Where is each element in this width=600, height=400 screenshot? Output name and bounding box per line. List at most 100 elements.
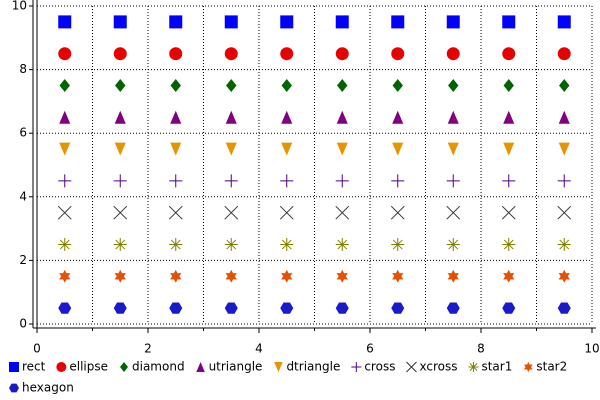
legend-item: dtriangle [274, 360, 340, 374]
marker [280, 47, 294, 61]
legend-item: ellipse [56, 360, 108, 374]
marker [335, 302, 349, 314]
legend-item: star1 [468, 360, 512, 374]
marker [336, 142, 348, 156]
marker [392, 269, 404, 283]
marker [336, 269, 348, 283]
legend-item: cross [351, 360, 395, 374]
marker [170, 142, 182, 156]
marker [391, 15, 405, 29]
marker [280, 238, 294, 251]
legend-marker [9, 362, 19, 372]
marker [558, 110, 570, 124]
marker [225, 110, 237, 124]
legend-label: star1 [481, 360, 512, 374]
legend-marker [351, 362, 362, 372]
marker [448, 79, 459, 92]
marker [58, 302, 72, 314]
marker [281, 269, 293, 283]
marker [447, 142, 459, 156]
marker [391, 238, 405, 251]
legend-item: utriangle [196, 360, 262, 374]
marker [169, 302, 183, 314]
marker [557, 205, 572, 220]
marker [224, 15, 238, 29]
y-tick-label: 2 [19, 253, 27, 267]
x-tick-label: 10 [584, 342, 599, 356]
marker [392, 142, 404, 156]
legend-item: xcross [406, 360, 457, 374]
marker [557, 174, 571, 188]
marker [170, 110, 182, 124]
x-tick-label: 8 [477, 342, 485, 356]
marker [446, 238, 460, 251]
marker [335, 205, 350, 220]
marker [335, 174, 349, 188]
marker [446, 205, 461, 220]
marker [170, 79, 181, 92]
marker [558, 142, 570, 156]
x-tick-label: 4 [255, 342, 263, 356]
marker [447, 110, 459, 124]
marker [169, 47, 183, 61]
marker [390, 205, 405, 220]
marker [503, 269, 515, 283]
marker [225, 142, 237, 156]
marker [502, 15, 516, 29]
marker [391, 174, 405, 188]
marker [502, 238, 516, 251]
y-tick-label: 4 [19, 189, 27, 203]
marker [58, 174, 72, 188]
marker [59, 269, 71, 283]
marker [115, 79, 126, 92]
marker [169, 15, 183, 29]
marker [391, 47, 405, 61]
legend-marker [120, 362, 128, 372]
marker [503, 79, 514, 92]
legend-label: diamond [132, 360, 185, 374]
marker [113, 174, 127, 188]
marker [114, 142, 126, 156]
marker [281, 79, 292, 92]
marker [446, 302, 460, 314]
legend-marker [468, 362, 479, 372]
marker [280, 174, 294, 188]
marker [58, 238, 72, 251]
marker [502, 302, 516, 314]
legend-label: star2 [536, 360, 567, 374]
marker [224, 47, 238, 61]
y-tick-label: 6 [19, 126, 27, 140]
marker [557, 302, 571, 314]
marker [59, 79, 70, 92]
marker [558, 269, 570, 283]
marker [58, 47, 72, 61]
legend-marker [9, 383, 19, 393]
marker [281, 110, 293, 124]
legend-item: diamond [120, 360, 185, 374]
marker [557, 15, 571, 29]
marker [280, 15, 294, 29]
marker [337, 79, 348, 92]
marker [446, 47, 460, 61]
legend-label: cross [364, 360, 395, 374]
x-tick-label: 0 [33, 342, 41, 356]
marker [502, 174, 516, 188]
marker [59, 110, 71, 124]
marker [281, 142, 293, 156]
marker [59, 142, 71, 156]
marker [391, 302, 405, 314]
marker [225, 269, 237, 283]
marker [113, 302, 127, 314]
legend-label: rect [22, 360, 46, 374]
marker [392, 79, 403, 92]
marker [113, 205, 128, 220]
marker [335, 15, 349, 29]
marker [57, 205, 72, 220]
marker [502, 47, 516, 61]
marker [559, 79, 570, 92]
marker [335, 47, 349, 61]
marker [224, 205, 239, 220]
legend-item: star2 [524, 360, 567, 374]
marker [168, 205, 183, 220]
